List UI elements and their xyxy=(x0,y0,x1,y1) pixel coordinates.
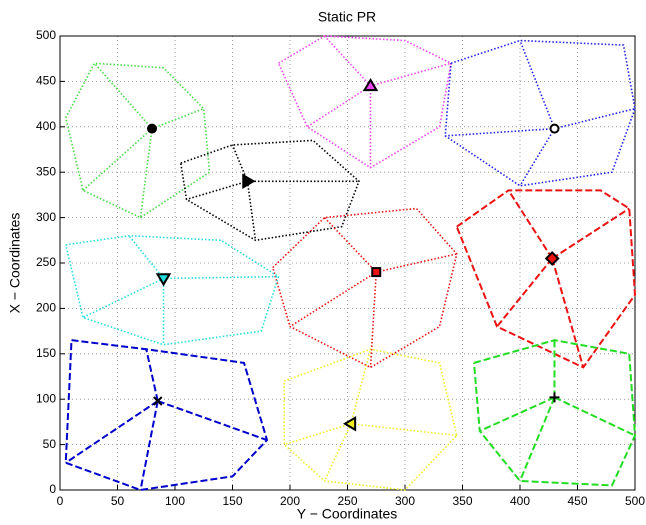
y-tick-label: 100 xyxy=(36,391,56,405)
y-tick-label: 300 xyxy=(36,210,56,224)
plot-frame xyxy=(59,35,636,491)
network-links xyxy=(455,189,637,369)
y-axis-label: X − Coordinates xyxy=(7,213,23,314)
y-tick-label: 250 xyxy=(36,255,56,269)
y-tick-label: 150 xyxy=(36,346,56,360)
y-tick-label: 350 xyxy=(36,164,56,178)
cluster-head xyxy=(371,267,382,278)
x-tick-label: 500 xyxy=(625,494,645,508)
chart-title: Static PR xyxy=(318,9,376,25)
x-tick-label: 300 xyxy=(395,494,415,508)
cluster-head xyxy=(155,273,172,287)
cluster-head xyxy=(147,123,157,134)
cluster-head xyxy=(342,415,357,432)
network-links xyxy=(179,139,360,242)
x-tick-label: 0 xyxy=(57,494,64,508)
x-tick-label: 150 xyxy=(222,494,242,508)
cluster-head xyxy=(153,396,163,406)
cluster-head xyxy=(549,392,560,403)
y-tick-label: 400 xyxy=(36,119,56,133)
cluster-head xyxy=(544,251,560,266)
network-links xyxy=(277,35,452,169)
x-tick-label: 450 xyxy=(567,494,587,508)
y-tick-label: 500 xyxy=(36,28,56,42)
x-tick-label: 350 xyxy=(452,494,472,508)
cluster-head xyxy=(242,173,256,190)
network-links xyxy=(64,234,280,346)
network-links xyxy=(473,339,637,487)
network-links xyxy=(283,348,458,491)
network-links xyxy=(64,339,269,492)
x-tick-label: 250 xyxy=(337,494,357,508)
y-tick-label: 450 xyxy=(36,74,56,88)
y-tick-label: 200 xyxy=(36,301,56,315)
y-tick-label: 50 xyxy=(43,437,57,451)
y-tick-label: 0 xyxy=(49,482,56,496)
x-tick-label: 200 xyxy=(280,494,300,508)
x-tick-label: 100 xyxy=(165,494,185,508)
cluster-head xyxy=(549,123,560,134)
cluster-head xyxy=(362,77,379,92)
x-tick-label: 400 xyxy=(510,494,530,508)
x-axis-label: Y − Coordinates xyxy=(297,506,398,522)
x-tick-label: 50 xyxy=(111,494,125,508)
